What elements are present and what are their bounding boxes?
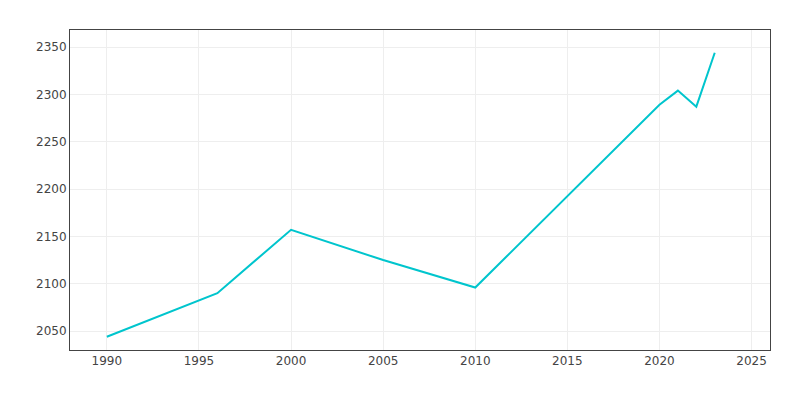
svg-text:2000: 2000 bbox=[276, 354, 307, 368]
svg-text:2020: 2020 bbox=[644, 354, 675, 368]
svg-text:2300: 2300 bbox=[36, 88, 67, 102]
svg-text:2005: 2005 bbox=[368, 354, 399, 368]
svg-text:2200: 2200 bbox=[36, 182, 67, 196]
svg-text:1990: 1990 bbox=[92, 354, 123, 368]
svg-text:2350: 2350 bbox=[36, 40, 67, 54]
svg-text:2025: 2025 bbox=[736, 354, 767, 368]
svg-text:2100: 2100 bbox=[36, 277, 67, 291]
svg-text:1995: 1995 bbox=[184, 354, 215, 368]
svg-text:2010: 2010 bbox=[460, 354, 491, 368]
svg-text:2150: 2150 bbox=[36, 230, 67, 244]
svg-text:2050: 2050 bbox=[36, 324, 67, 338]
svg-text:2250: 2250 bbox=[36, 135, 67, 149]
svg-text:2015: 2015 bbox=[552, 354, 583, 368]
